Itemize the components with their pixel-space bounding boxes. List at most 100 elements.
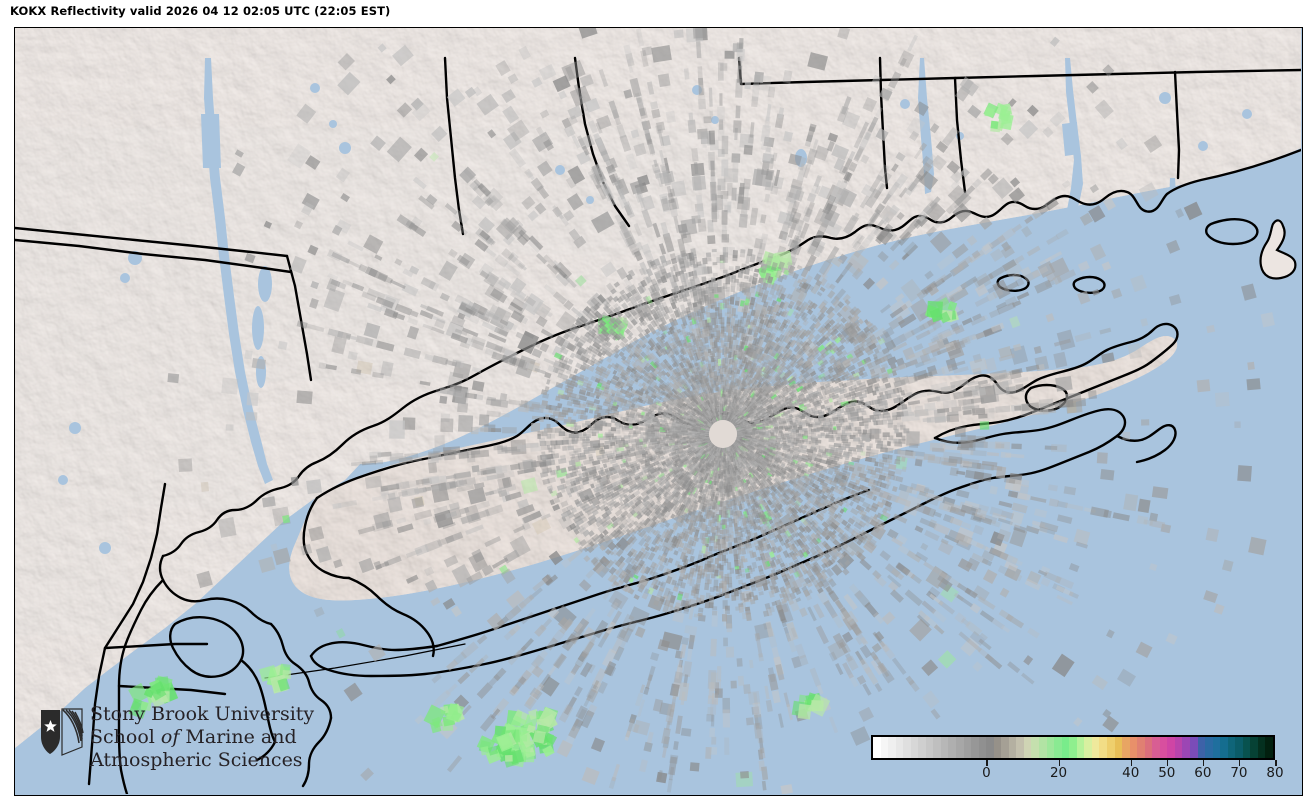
radar-echo-cell	[732, 173, 738, 183]
radar-clutter-spoke	[868, 452, 875, 458]
radar-echo-cell	[827, 132, 839, 143]
radar-echo-cell	[723, 637, 728, 647]
radar-clutter-spoke	[719, 529, 724, 535]
radar-echo-cell	[1138, 182, 1159, 202]
radar-echo-cell	[519, 400, 528, 408]
radar-clutter-spoke	[901, 456, 906, 462]
radar-echo-cell	[307, 244, 319, 256]
radar-echo-cell	[937, 540, 954, 556]
radar-clutter-spoke	[704, 582, 710, 591]
radar-echo-cell	[787, 216, 805, 232]
radar-clutter-spoke	[885, 447, 894, 453]
radar-echo-cell	[592, 561, 605, 574]
radar-echo-cell	[721, 210, 728, 225]
radar-echo-cell	[633, 719, 651, 736]
radar-echo-cell	[763, 621, 772, 630]
radar-echo-cell	[323, 287, 345, 312]
radar-echo-cell	[337, 53, 355, 71]
radar-echo-cell	[722, 709, 731, 728]
radar-echo-cell	[708, 87, 713, 107]
radar-echo-cell	[797, 292, 805, 301]
radar-echo-cell	[305, 155, 321, 170]
radar-echo-cell	[1048, 257, 1070, 278]
radar-echo-cell	[634, 626, 646, 638]
map-graphic	[15, 28, 1301, 794]
radar-echo-cell	[506, 590, 526, 609]
radar-echo-cell	[623, 89, 633, 99]
radar-clutter-spoke	[698, 607, 704, 613]
radar-echo-cell	[925, 565, 948, 589]
radar-echo-cell	[640, 195, 655, 211]
radar-echo-cell	[277, 340, 288, 351]
radar-echo-cell	[486, 194, 504, 212]
radar-clutter-spoke	[721, 560, 727, 566]
radar-echo-cell	[1101, 261, 1112, 272]
radar-echo-cell	[1049, 36, 1060, 47]
radar-echo-cell	[711, 736, 717, 745]
radar-clutter-spoke	[734, 568, 740, 575]
radar-clutter-spoke	[714, 557, 720, 565]
radar-echo-cell	[656, 121, 666, 132]
radar-echo-cell	[671, 180, 687, 198]
radar-echo-cell	[221, 377, 239, 395]
radar-echo-cell	[569, 323, 580, 334]
radar-echo-cell	[470, 426, 479, 435]
radar-echo-cell	[1214, 392, 1230, 407]
radar-echo-cell	[628, 606, 650, 626]
radar-clutter-spoke	[887, 441, 891, 446]
radar-echo-cell	[1247, 361, 1255, 370]
radar-echo-cell	[593, 561, 610, 579]
radar-echo-cell	[1067, 397, 1087, 408]
radar-echo-cell	[753, 74, 761, 87]
radar-echo-cell	[1102, 64, 1115, 77]
radar-echo-cell	[1205, 527, 1220, 542]
radar-echo-cell	[831, 564, 843, 576]
radar-echo-cell	[232, 162, 246, 177]
radar-echo-cell	[504, 754, 513, 762]
radar-echo-cell	[1127, 343, 1143, 360]
radar-echo-cell	[1001, 241, 1012, 252]
radar-echo-cell	[443, 449, 457, 456]
radar-map-canvas[interactable]	[14, 27, 1303, 796]
radar-echo-cell	[999, 587, 1010, 598]
radar-echo-cell	[1087, 390, 1098, 400]
radar-echo-cell	[196, 570, 213, 589]
radar-clutter-spoke	[813, 448, 818, 453]
radar-echo-cell	[318, 362, 327, 370]
radar-echo-cell	[457, 414, 474, 433]
radar-echo-cell	[457, 402, 469, 413]
radar-echo-cell	[343, 682, 363, 702]
radar-echo-cell	[909, 443, 919, 448]
radar-echo-cell	[711, 203, 718, 223]
radar-echo-cell	[573, 235, 587, 249]
hydrography-layer	[58, 58, 1252, 554]
radar-echo-cell	[473, 427, 489, 433]
radar-echo-cell	[921, 659, 939, 677]
radar-echo-cell	[313, 606, 325, 618]
radar-echo-cell	[813, 145, 830, 162]
radar-echo-cell	[486, 612, 505, 631]
radar-echo-cell	[538, 64, 557, 81]
radar-echo-cell	[947, 184, 972, 209]
radar-echo-cell	[833, 157, 846, 172]
radar-clutter-spoke	[729, 526, 734, 534]
radar-echo-cell	[697, 218, 707, 233]
radar-echo-cell	[392, 44, 414, 67]
radar-clutter-spoke	[705, 592, 711, 600]
radar-clutter-spoke	[894, 441, 903, 447]
radar-echo-cell	[504, 320, 515, 331]
radar-clutter-spoke	[696, 577, 702, 584]
radar-echo-cell	[986, 412, 995, 419]
radar-echo-cell	[1015, 383, 1025, 393]
radar-echo-cell	[430, 482, 450, 503]
radar-echo-cell	[502, 233, 516, 246]
radar-echo-cell	[743, 684, 751, 694]
radar-echo-cell	[531, 131, 554, 153]
radar-clutter-spoke	[897, 448, 901, 454]
radar-echo-cell	[296, 390, 313, 405]
radar-echo-cell	[739, 182, 745, 195]
radar-echo-cell	[315, 545, 332, 563]
radar-clutter-spoke	[726, 562, 732, 570]
radar-echo-cell	[789, 599, 800, 612]
radar-echo-cell	[1053, 351, 1068, 369]
